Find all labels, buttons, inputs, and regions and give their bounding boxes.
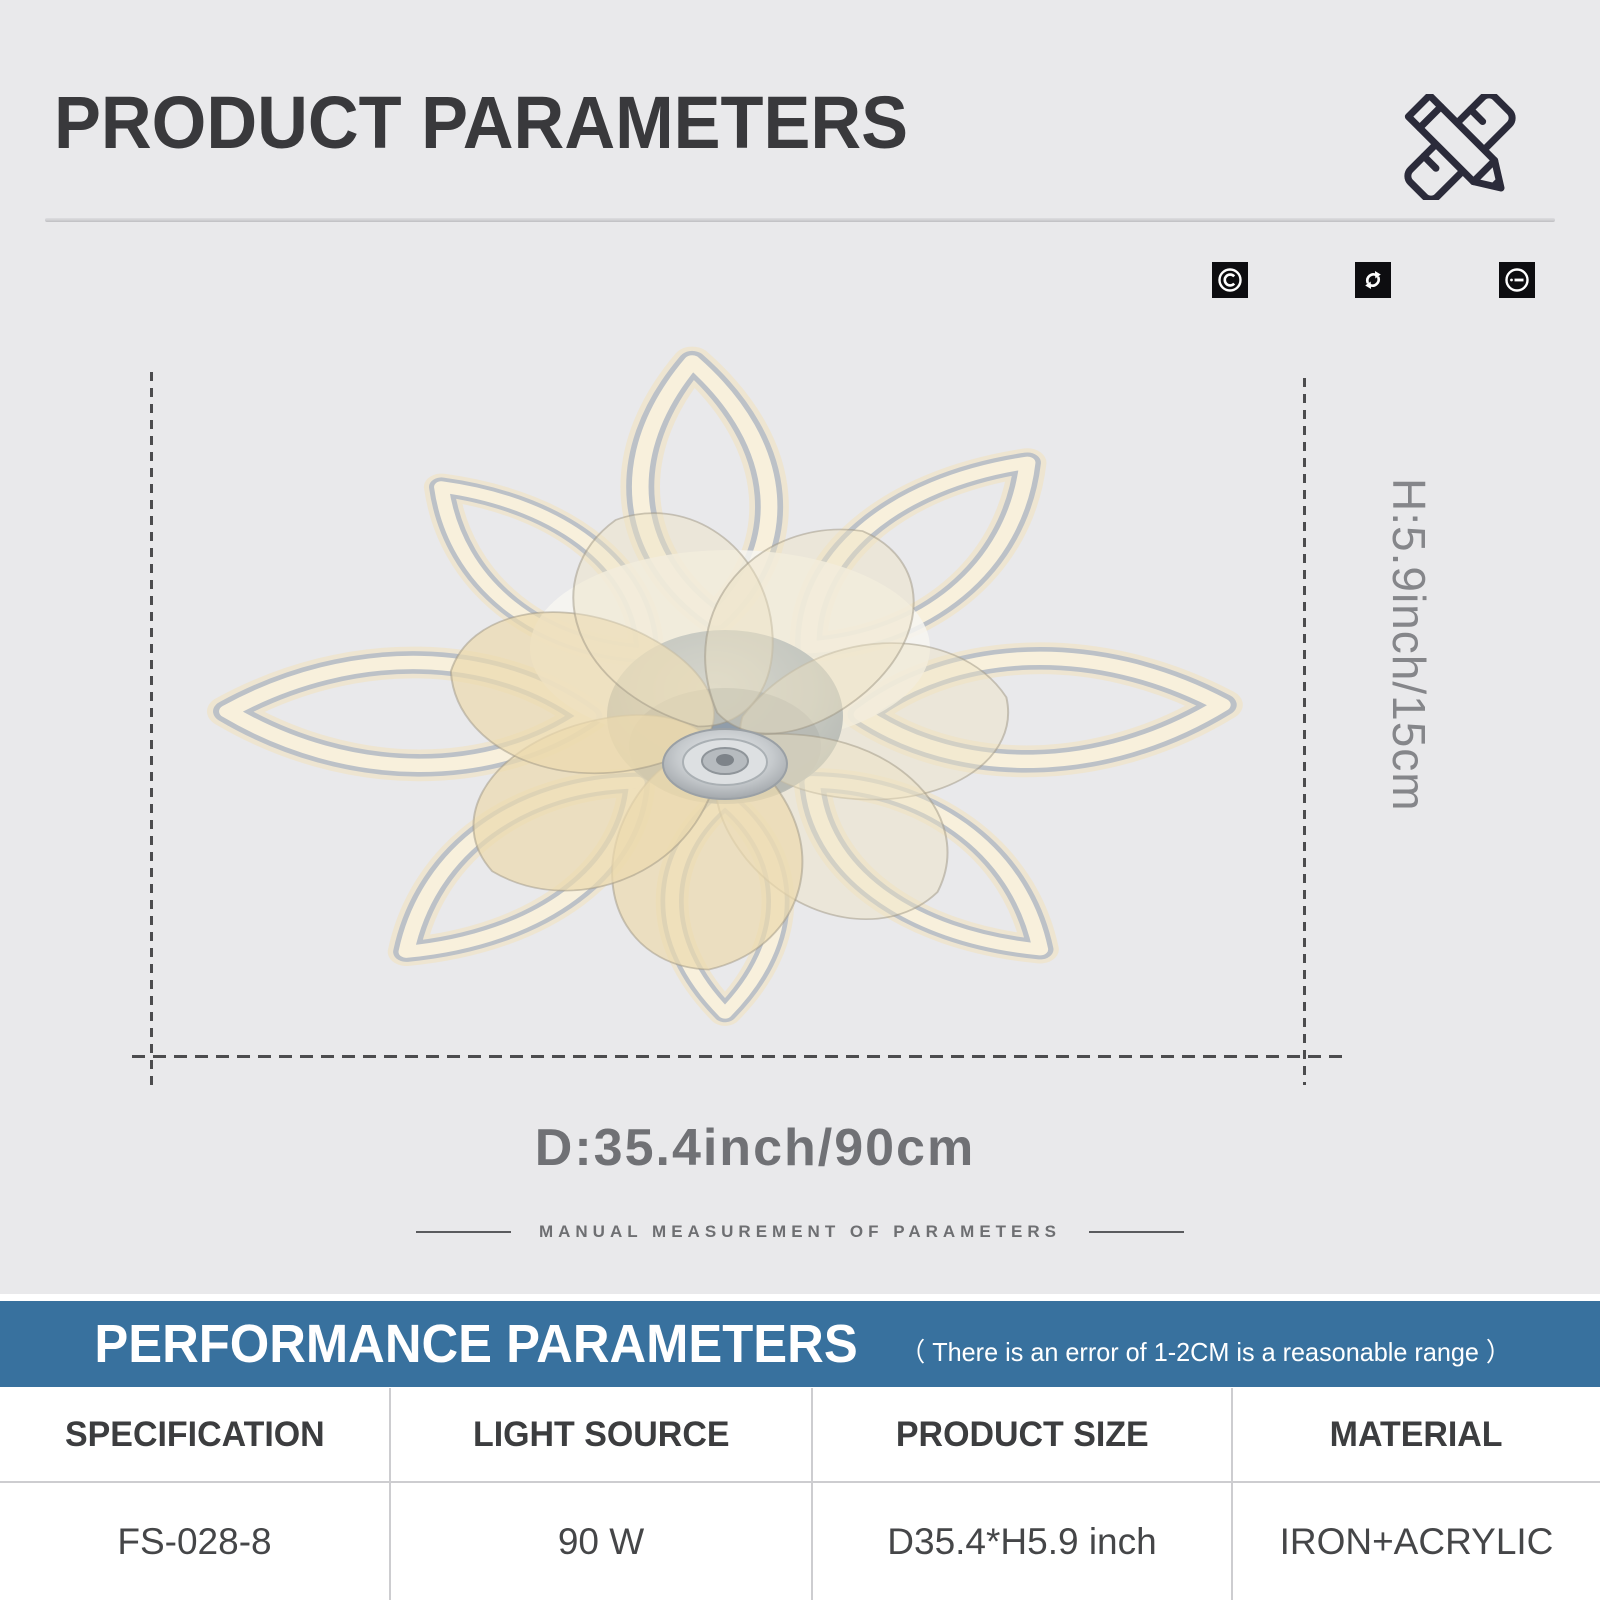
- copyright-icon: [1212, 262, 1248, 298]
- diameter-dimension-line: [132, 1055, 1346, 1058]
- page-title: PRODUCT PARAMETERS: [54, 81, 909, 164]
- column-divider-2: [811, 1388, 813, 1600]
- column-header-light-source: LIGHT SOURCE: [472, 1415, 730, 1454]
- ceiling-fan-light-image: [206, 346, 1243, 1026]
- column-header-specification: SPECIFICATION: [64, 1415, 325, 1454]
- cell-material: IRON+ACRYLIC: [1279, 1520, 1554, 1562]
- performance-tolerance-note: （ There is an error of 1-2CM is a reason…: [899, 1336, 1512, 1367]
- row-divider: [0, 1481, 1600, 1483]
- cell-light-source: 90 W: [557, 1520, 645, 1562]
- column-header-product-size: PRODUCT SIZE: [895, 1415, 1149, 1454]
- height-label: H:5.9inch/15cm: [1383, 478, 1435, 812]
- pencil-ruler-icon: [1396, 91, 1524, 203]
- header-divider: [45, 218, 1555, 222]
- circled-minus-icon: [1499, 262, 1535, 298]
- note-left-rule: [415, 1231, 511, 1233]
- diameter-label: D:35.4inch/90cm: [534, 1119, 976, 1177]
- column-divider-1: [389, 1388, 391, 1600]
- performance-header-band: PERFORMANCE PARAMETERS （ There is an err…: [0, 1301, 1600, 1387]
- chrome-center: [662, 728, 788, 800]
- performance-title: PERFORMANCE PARAMETERS: [94, 1314, 858, 1374]
- sync-arrows-icon: [1355, 262, 1391, 298]
- column-header-material: MATERIAL: [1330, 1415, 1503, 1454]
- height-dimension-line-right: [1303, 378, 1306, 1085]
- performance-parameters-section: PERFORMANCE PARAMETERS （ There is an err…: [0, 1294, 1600, 1600]
- note-text: MANUAL MEASUREMENT OF PARAMETERS: [538, 1222, 1062, 1241]
- height-dimension-line-left: [150, 372, 153, 1085]
- cell-specification: FS-028-8: [117, 1520, 272, 1562]
- column-divider-3: [1231, 1388, 1233, 1600]
- manual-measurement-note: MANUAL MEASUREMENT OF PARAMETERS: [0, 1222, 1600, 1242]
- note-right-rule: [1089, 1231, 1185, 1233]
- cell-product-size: D35.4*H5.9 inch: [887, 1520, 1157, 1562]
